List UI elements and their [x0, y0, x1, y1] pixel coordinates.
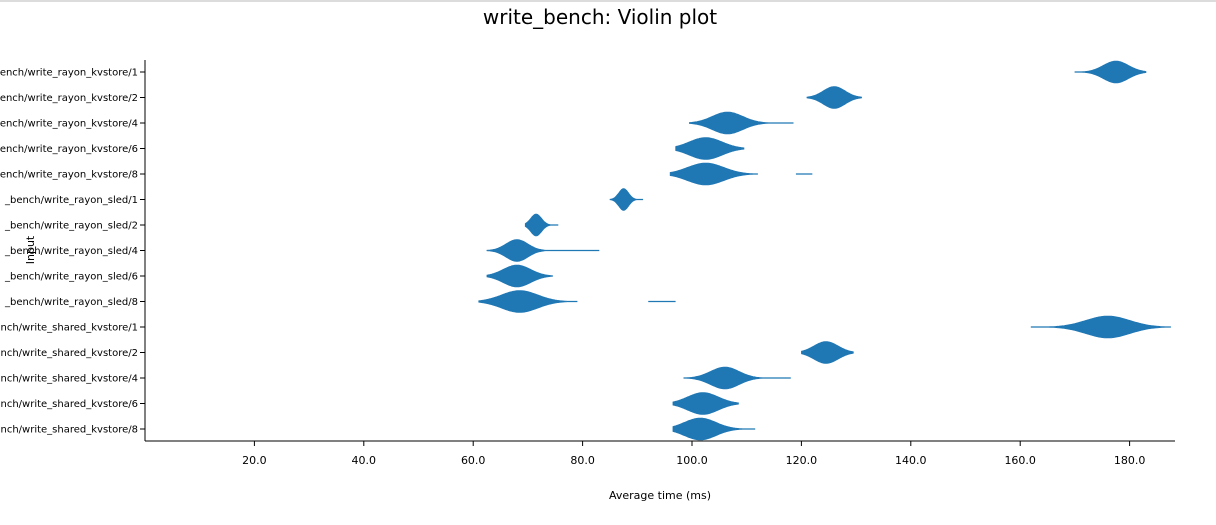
x-tick-label: 140.0 — [895, 454, 927, 467]
y-category-label: bench/write_rayon_kvstore/6 — [0, 144, 138, 155]
violin-11 — [1030, 315, 1171, 339]
x-tick-label: 100.0 — [676, 454, 708, 467]
y-category-label: _bench/write_rayon_sled/2 — [4, 221, 138, 232]
y-category-label: bench/write_shared_kvstore/4 — [0, 374, 138, 385]
x-tick-label: 160.0 — [1004, 454, 1036, 467]
x-axis-title: Average time (ms) — [609, 489, 711, 502]
violin-13 — [683, 366, 791, 390]
y-category-label: bench/write_rayon_kvstore/4 — [0, 119, 138, 130]
violin-8 — [486, 239, 600, 262]
violin-9 — [486, 264, 553, 288]
violin-14 — [672, 392, 739, 415]
y-category-label: _bench/write_rayon_sled/6 — [4, 272, 138, 283]
y-category-label: _bench/write_rayon_sled/8 — [4, 297, 138, 308]
x-tick-label: 20.0 — [242, 454, 267, 467]
y-category-label: _bench/write_rayon_sled/4 — [4, 246, 138, 257]
y-category-label: bench/write_rayon_kvstore/1 — [0, 68, 138, 79]
y-category-label: bench/write_shared_kvstore/8 — [0, 425, 138, 436]
x-tick-label: 60.0 — [461, 454, 486, 467]
violin-15 — [672, 417, 756, 441]
y-category-label: bench/write_shared_kvstore/1 — [0, 323, 138, 334]
x-tick-label: 120.0 — [786, 454, 818, 467]
violins-group — [478, 60, 1171, 441]
x-tick-label: 40.0 — [352, 454, 377, 467]
y-category-label: bench/write_rayon_kvstore/2 — [0, 93, 138, 104]
y-category-label: bench/write_rayon_kvstore/8 — [0, 170, 138, 181]
y-axis-ticks: bench/write_rayon_kvstore/1 bench/write_r… — [0, 68, 145, 436]
violin-5 — [669, 162, 758, 186]
violin-10 — [478, 290, 578, 313]
y-category-label: _bench/write_rayon_sled/1 — [4, 195, 138, 206]
violin-1 — [1074, 60, 1147, 84]
x-tick-label: 180.0 — [1114, 454, 1146, 467]
top-border — [0, 0, 1216, 2]
x-tick-label: 80.0 — [570, 454, 595, 467]
violin-2 — [806, 86, 862, 109]
violin-6 — [609, 188, 644, 211]
y-category-label: bench/write_shared_kvstore/6 — [0, 399, 138, 410]
violin-7 — [524, 213, 559, 237]
x-axis-ticks: 20.0 40.0 60.0 80.0 100.0 120.0 140.0 160.0 180.… — [242, 441, 1145, 467]
violin-3 — [689, 111, 794, 135]
y-category-label: bench/write_shared_kvstore/2 — [0, 348, 138, 359]
violin-4 — [675, 137, 745, 160]
chart-title: write_bench: Violin plot — [483, 5, 717, 29]
violin-12 — [801, 341, 854, 364]
y-axis-title: Input — [24, 235, 37, 264]
